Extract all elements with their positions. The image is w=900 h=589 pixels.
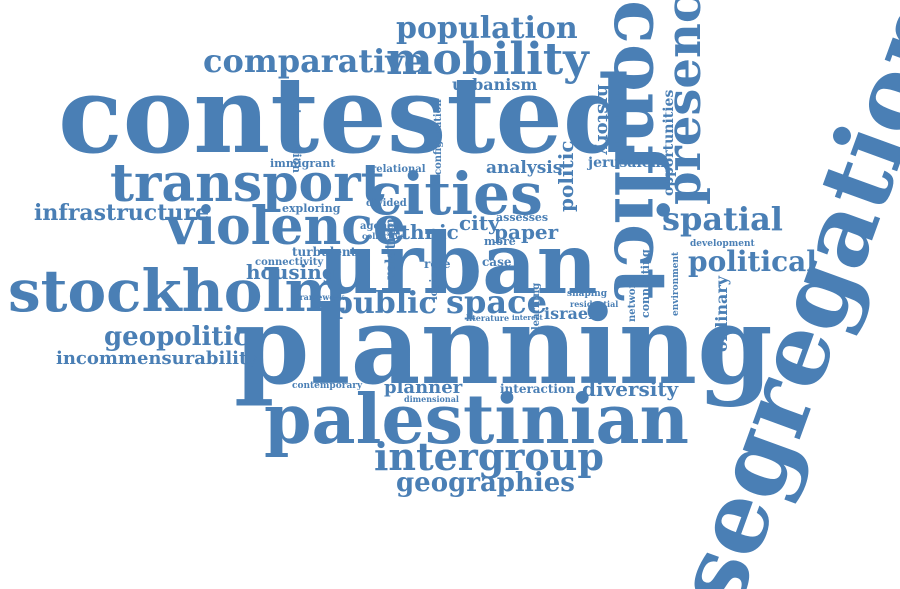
word-population: population: [396, 11, 578, 46]
word-dimensional: dimensional: [404, 394, 459, 404]
word-agency: agency: [360, 221, 400, 232]
word-comparative: comparative: [203, 42, 425, 80]
word-paper: paper: [494, 220, 559, 244]
word-collective: collective: [362, 231, 405, 241]
word-history: history: [593, 84, 614, 155]
word-urban: urban: [318, 214, 598, 313]
word-relation: relation: [383, 218, 399, 280]
word-relational: relational: [371, 164, 426, 175]
word-divided: divided: [366, 198, 407, 209]
word-opportunities: opportunities: [661, 89, 677, 196]
word-exploring: exploring: [282, 202, 341, 215]
word-geographies: geographies: [396, 468, 575, 498]
word-israeli: israeli: [544, 304, 601, 323]
word-jerusalem: jerusalem: [588, 155, 666, 171]
word-more: more: [484, 235, 516, 248]
word-housing: housing: [246, 260, 336, 284]
word-interaction: interaction: [500, 382, 575, 396]
word-violence: violence: [166, 196, 407, 257]
word-transport: transport: [110, 153, 385, 214]
word-mobility: mobility: [386, 34, 589, 85]
word-politic: politic: [554, 140, 578, 212]
word-case: case: [482, 255, 512, 269]
word-development: development: [690, 239, 755, 249]
word-cities: cities: [367, 160, 543, 228]
word-planner: planner: [384, 377, 463, 398]
word-connectivity: connectivity: [255, 257, 324, 268]
word-interest: interest: [512, 313, 543, 322]
word-incommensurability: incommensurability: [56, 348, 258, 369]
word-urbanism: urbanism: [452, 75, 538, 94]
word-framework: framework: [296, 292, 345, 302]
word-turbulent: turbulent: [292, 245, 357, 259]
word-stockholm: stockholm: [8, 257, 346, 325]
word-diversity: diversity: [582, 377, 679, 401]
word-assesses: assesses: [496, 211, 549, 224]
word-contested: contested: [58, 52, 637, 177]
word-literature: literature: [466, 313, 510, 323]
word-infrastructure: infrastructure: [34, 200, 209, 226]
word-public: public: [332, 286, 437, 321]
word-spatial: spatial: [662, 200, 783, 238]
word-immigrant: immigrant: [270, 157, 336, 170]
word-intergroup: intergroup: [374, 434, 604, 479]
word-ethnic: ethnic: [388, 220, 459, 244]
word-analysis: analysis: [486, 158, 563, 178]
word-space: space: [446, 283, 547, 321]
word-political: political: [688, 245, 817, 278]
word-planning: planning: [234, 283, 773, 409]
word-contemporary: contemporary: [292, 381, 363, 391]
word-city: city: [459, 211, 500, 235]
word-role: role: [424, 257, 451, 271]
word-shaping: shaping: [567, 289, 607, 299]
word-palestinian: palestinian: [264, 380, 689, 460]
word-geopolitic: geopolitic: [104, 322, 250, 352]
word-residential: residential: [570, 299, 619, 309]
